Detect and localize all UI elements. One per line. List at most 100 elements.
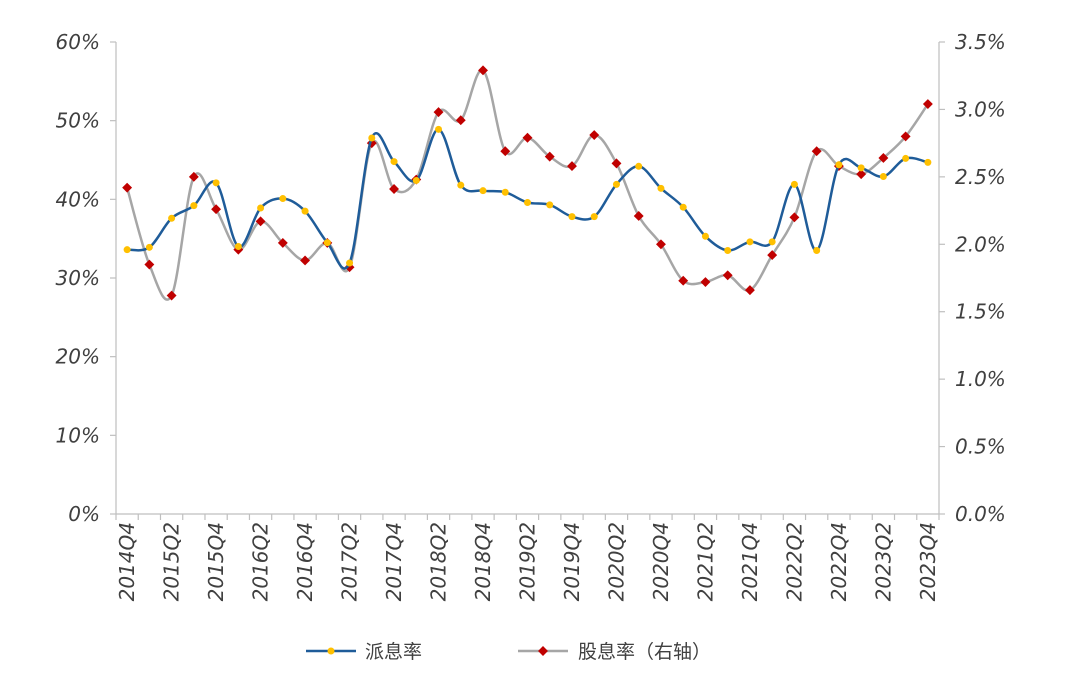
payout-point (612, 180, 620, 188)
left-tick-label: 30% (56, 266, 100, 290)
payout-point (346, 259, 354, 267)
left-tick-label: 40% (56, 187, 100, 211)
yield-point (789, 212, 800, 223)
left-tick-label: 50% (56, 109, 100, 133)
yield-point (300, 255, 311, 266)
yield-point (522, 132, 533, 143)
x-tick-label: 2019Q2 (516, 522, 540, 601)
right-axis: 0.0% 0.5% 1.0% 1.5% 2.0% 2.5% 3.0% 3.5% (939, 30, 1006, 526)
payout-point (924, 158, 932, 166)
payout-point (279, 195, 287, 203)
payout-point (746, 238, 754, 246)
right-tick-label: 2.0% (955, 232, 1006, 256)
payout-point (168, 214, 176, 222)
yield-point (856, 169, 867, 180)
yield-point (633, 211, 644, 221)
legend-marker-yield (538, 646, 548, 656)
x-tick-label: 2020Q2 (604, 522, 628, 601)
yield-point (500, 146, 511, 157)
yield-point (166, 290, 177, 301)
yield-point (900, 131, 911, 142)
x-tick-label: 2016Q4 (293, 522, 317, 601)
payout-point (546, 201, 554, 209)
right-tick-label: 1.0% (955, 367, 1006, 391)
payout-point (234, 243, 242, 251)
legend-marker-payout (327, 647, 335, 655)
payout-point (145, 243, 153, 251)
x-tick-label: 2017Q4 (382, 522, 406, 601)
series-layer (122, 65, 933, 301)
payout-point (123, 246, 131, 254)
right-tick-label: 1.5% (955, 300, 1006, 324)
left-tick-label: 0% (68, 502, 100, 526)
payout-point (435, 125, 443, 133)
x-tick-label: 2015Q4 (204, 522, 228, 601)
right-tick-label: 2.5% (955, 165, 1006, 189)
x-tick-label: 2014Q4 (115, 522, 139, 601)
series-payout (123, 125, 932, 270)
x-tick-label: 2015Q2 (160, 522, 184, 601)
x-tick-label: 2016Q2 (249, 522, 273, 601)
payout-point (412, 176, 420, 184)
legend-item-yield: 股息率（右轴） (518, 641, 711, 663)
yield-point (122, 182, 133, 193)
yield-point (611, 158, 622, 169)
left-tick-label: 20% (56, 345, 100, 369)
yield-point (656, 239, 666, 250)
payout-point (457, 181, 465, 189)
payout-line (125, 128, 930, 270)
yield-point (678, 275, 689, 286)
x-tick-label: 2022Q4 (827, 522, 851, 601)
right-tick-label: 0.5% (955, 435, 1006, 459)
x-axis: 2014Q4 2015Q2 2015Q4 2016Q2 2016Q4 2017Q2 2017… (115, 514, 940, 601)
yield-point (188, 171, 199, 182)
payout-point (679, 203, 687, 211)
payout-point (524, 198, 531, 206)
legend-label-payout: 派息率 (365, 641, 422, 663)
left-axis: 0% 10% 20% 30% 40% 50% 60% (56, 30, 116, 526)
yield-point (589, 130, 600, 141)
payout-point (501, 188, 509, 196)
legend-item-payout: 派息率 (306, 641, 422, 663)
yield-point (567, 161, 577, 172)
payout-point (590, 213, 598, 221)
payout-point (390, 158, 398, 166)
right-tick-label: 0.0% (955, 502, 1006, 526)
payout-point (835, 161, 843, 169)
yield-point (922, 99, 933, 109)
payout-point (190, 202, 198, 210)
payout-point (790, 180, 798, 188)
payout-point (212, 179, 220, 187)
yield-point (389, 184, 399, 194)
x-tick-label: 2021Q4 (738, 522, 762, 601)
x-tick-label: 2023Q4 (916, 522, 940, 601)
payout-point (479, 187, 487, 195)
yield-point (722, 270, 733, 281)
x-tick-label: 2020Q4 (649, 522, 673, 601)
left-tick-label: 60% (56, 30, 100, 54)
legend-label-yield: 股息率（右轴） (578, 641, 711, 663)
yield-point (767, 250, 778, 261)
payout-point (568, 213, 576, 221)
yield-point (878, 153, 889, 163)
right-tick-label: 3.5% (955, 30, 1006, 54)
payout-point (301, 207, 309, 215)
payout-point (257, 204, 265, 212)
x-tick-label: 2017Q2 (338, 522, 362, 601)
payout-point (857, 164, 865, 172)
x-tick-label: 2019Q4 (560, 522, 584, 601)
payout-point (368, 134, 376, 142)
payout-point (701, 232, 709, 240)
series-yield (122, 65, 933, 301)
payout-point (323, 239, 331, 247)
x-tick-label: 2021Q2 (693, 522, 717, 601)
payout-point (879, 173, 887, 181)
legend: 派息率 股息率（右轴） (306, 641, 711, 663)
x-tick-label: 2023Q2 (871, 522, 895, 601)
yield-point (700, 277, 711, 287)
payout-point (657, 184, 665, 192)
payout-point (768, 238, 776, 246)
payout-point (813, 246, 821, 254)
right-tick-label: 3.0% (955, 97, 1006, 121)
